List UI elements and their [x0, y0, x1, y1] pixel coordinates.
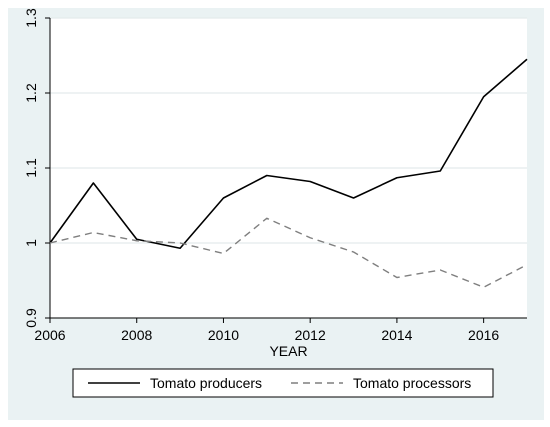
y-tick-label: 1.2 [23, 83, 39, 103]
y-tick-label: 1 [23, 239, 39, 247]
x-tick-label: 2016 [468, 327, 499, 343]
legend-label-1: Tomato producers [150, 375, 262, 391]
chart-frame: 0.9 1 1.1 1.2 1.3 2006 2008 2010 2012 2014 2016 YE… [8, 8, 544, 420]
x-tick-label: 2012 [295, 327, 326, 343]
y-tick-label: 0.9 [23, 308, 39, 328]
y-tick-label: 1.3 [23, 8, 39, 28]
x-axis-title: YEAR [269, 343, 307, 359]
x-tick-label: 2014 [381, 327, 412, 343]
legend-box [72, 368, 494, 398]
x-tick-label: 2010 [208, 327, 239, 343]
x-tick-label: 2006 [34, 327, 65, 343]
series-line-1 [49, 58, 528, 250]
line-chart: 0.9 1 1.1 1.2 1.3 2006 2008 2010 2012 2014 2016 YE… [23, 8, 528, 398]
y-tick-label: 1.1 [23, 158, 39, 178]
plot-area-group: 0.9 1 1.1 1.2 1.3 2006 2008 2010 2012 2014 2016 [23, 8, 528, 343]
legend: Tomato producers Tomato processors [72, 368, 494, 398]
series-line-2 [49, 217, 528, 288]
x-tick-label: 2008 [121, 327, 152, 343]
legend-label-2: Tomato processors [353, 375, 471, 391]
